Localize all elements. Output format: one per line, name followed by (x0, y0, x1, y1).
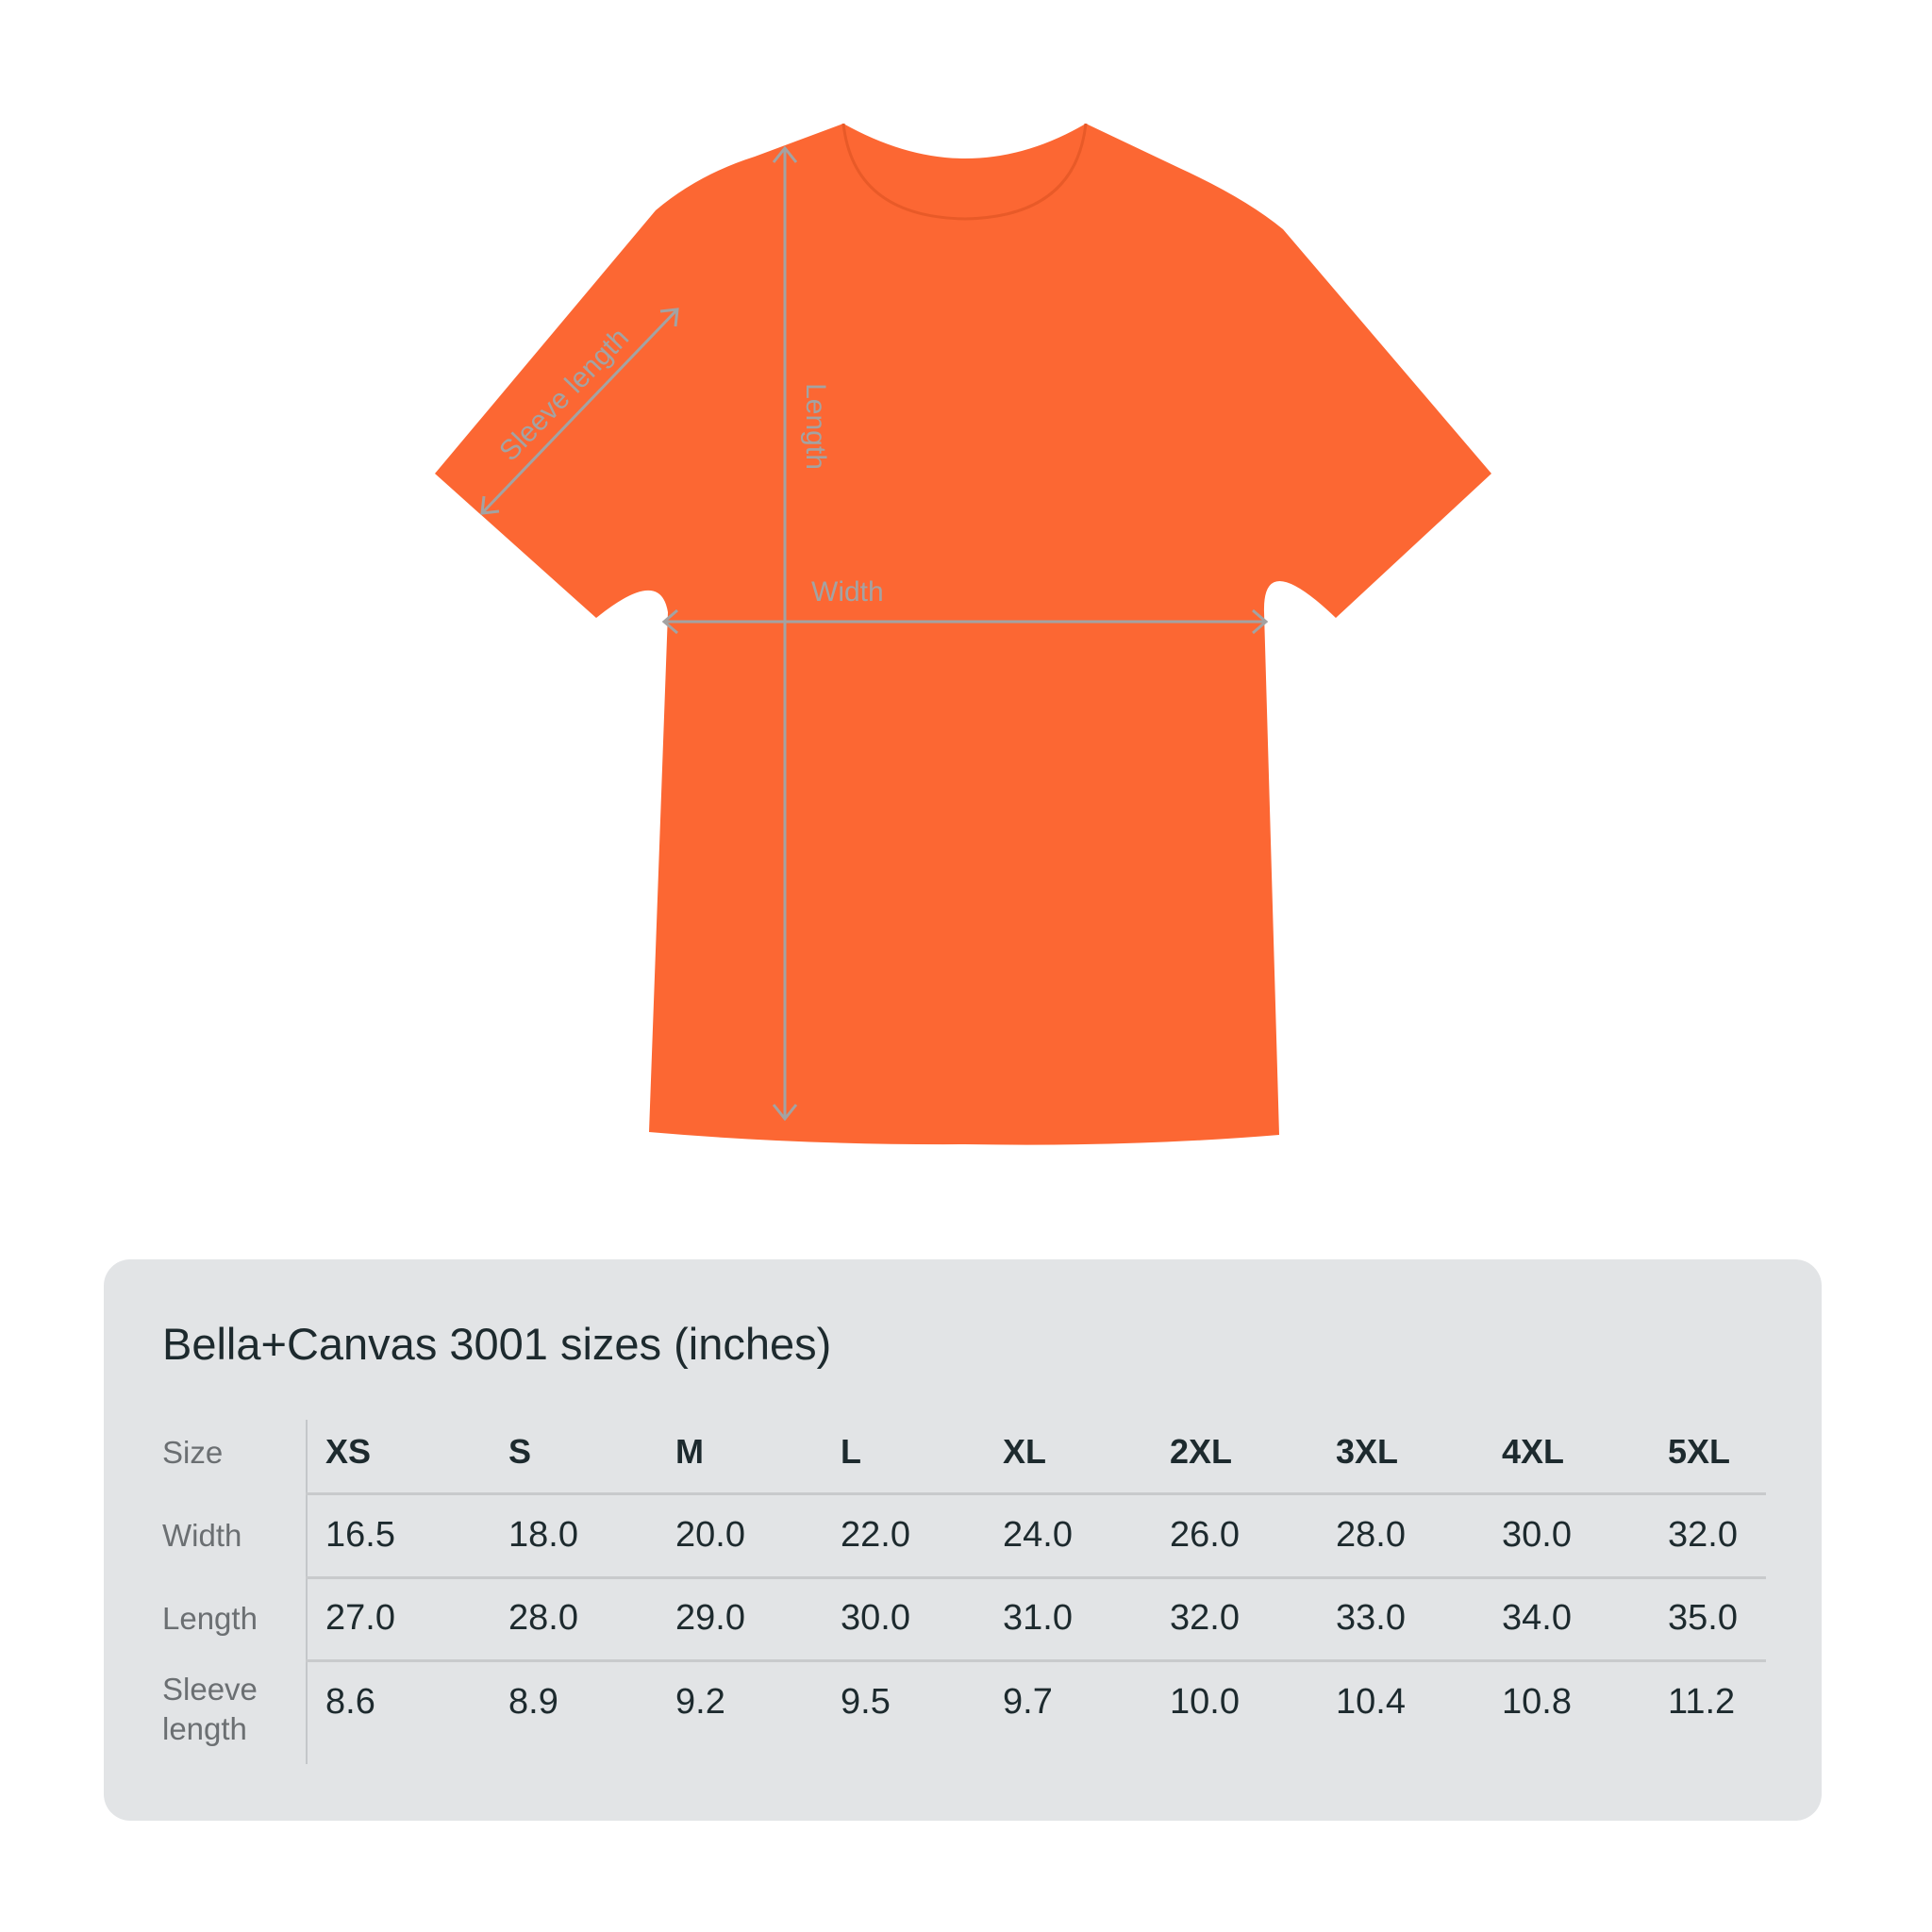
sleeve-length-cell: 9.7 (1003, 1682, 1053, 1722)
row-divider (306, 1659, 1766, 1662)
row-label-sleeve-length: Sleeve length (162, 1672, 258, 1746)
width-cell: 32.0 (1668, 1515, 1738, 1555)
tshirt-shape (435, 124, 1491, 1145)
size-cell: XL (1003, 1432, 1047, 1471)
measure-lines (480, 145, 1269, 1122)
width-cell: 22.0 (841, 1515, 910, 1555)
width-cell: 18.0 (508, 1515, 578, 1555)
length-label: Length (800, 383, 831, 470)
sleeve-arrow (480, 308, 679, 515)
row-label-width: Width (162, 1518, 242, 1553)
size-cell: S (508, 1432, 532, 1471)
length-cell: 27.0 (325, 1598, 395, 1638)
width-cell: 26.0 (1170, 1515, 1240, 1555)
row-label-length: Length (162, 1601, 258, 1636)
length-cell: 34.0 (1502, 1598, 1572, 1638)
sleeve-length-cell: 10.8 (1502, 1682, 1572, 1722)
length-cell: 29.0 (675, 1598, 745, 1638)
table-divider (306, 1420, 308, 1764)
width-label: Width (811, 576, 884, 608)
sleeve-length-cell: 9.5 (841, 1682, 891, 1722)
size-cell: 2XL (1170, 1432, 1233, 1471)
row-divider (306, 1492, 1766, 1495)
sleeve-length-cell: 9.2 (675, 1682, 725, 1722)
size-cell: 3XL (1336, 1432, 1399, 1471)
row-label-size: Size (162, 1435, 224, 1470)
width-cell: 30.0 (1502, 1515, 1572, 1555)
length-cell: 35.0 (1668, 1598, 1738, 1638)
width-cell: 20.0 (675, 1515, 745, 1555)
length-cell: 28.0 (508, 1598, 578, 1638)
length-cell: 31.0 (1003, 1598, 1073, 1638)
length-cell: 33.0 (1336, 1598, 1406, 1638)
width-cell: 16.5 (325, 1515, 395, 1555)
length-cell: 32.0 (1170, 1598, 1240, 1638)
width-cell: 28.0 (1336, 1515, 1406, 1555)
sleeve-length-cell: 8.6 (325, 1682, 375, 1722)
row-divider (306, 1576, 1766, 1579)
sleeve-length-cell: 11.2 (1668, 1682, 1736, 1722)
size-cell: M (675, 1432, 704, 1471)
sleeve-length-cell: 8.9 (508, 1682, 558, 1722)
size-cell: 5XL (1668, 1432, 1731, 1471)
size-cell: L (841, 1432, 861, 1471)
sleeve-length-cell: 10.0 (1170, 1682, 1240, 1722)
size-cell: XS (325, 1432, 372, 1471)
width-cell: 24.0 (1003, 1515, 1073, 1555)
sleeve-length-cell: 10.4 (1336, 1682, 1406, 1722)
size-chart-panel: Bella+Canvas 3001 sizes (inches) Size Wi… (104, 1259, 1822, 1821)
tshirt-diagram: Length Width Sleeve length (435, 123, 1491, 1145)
size-chart-title: Bella+Canvas 3001 sizes (inches) (162, 1319, 832, 1369)
size-cell: 4XL (1502, 1432, 1565, 1471)
length-cell: 30.0 (841, 1598, 910, 1638)
